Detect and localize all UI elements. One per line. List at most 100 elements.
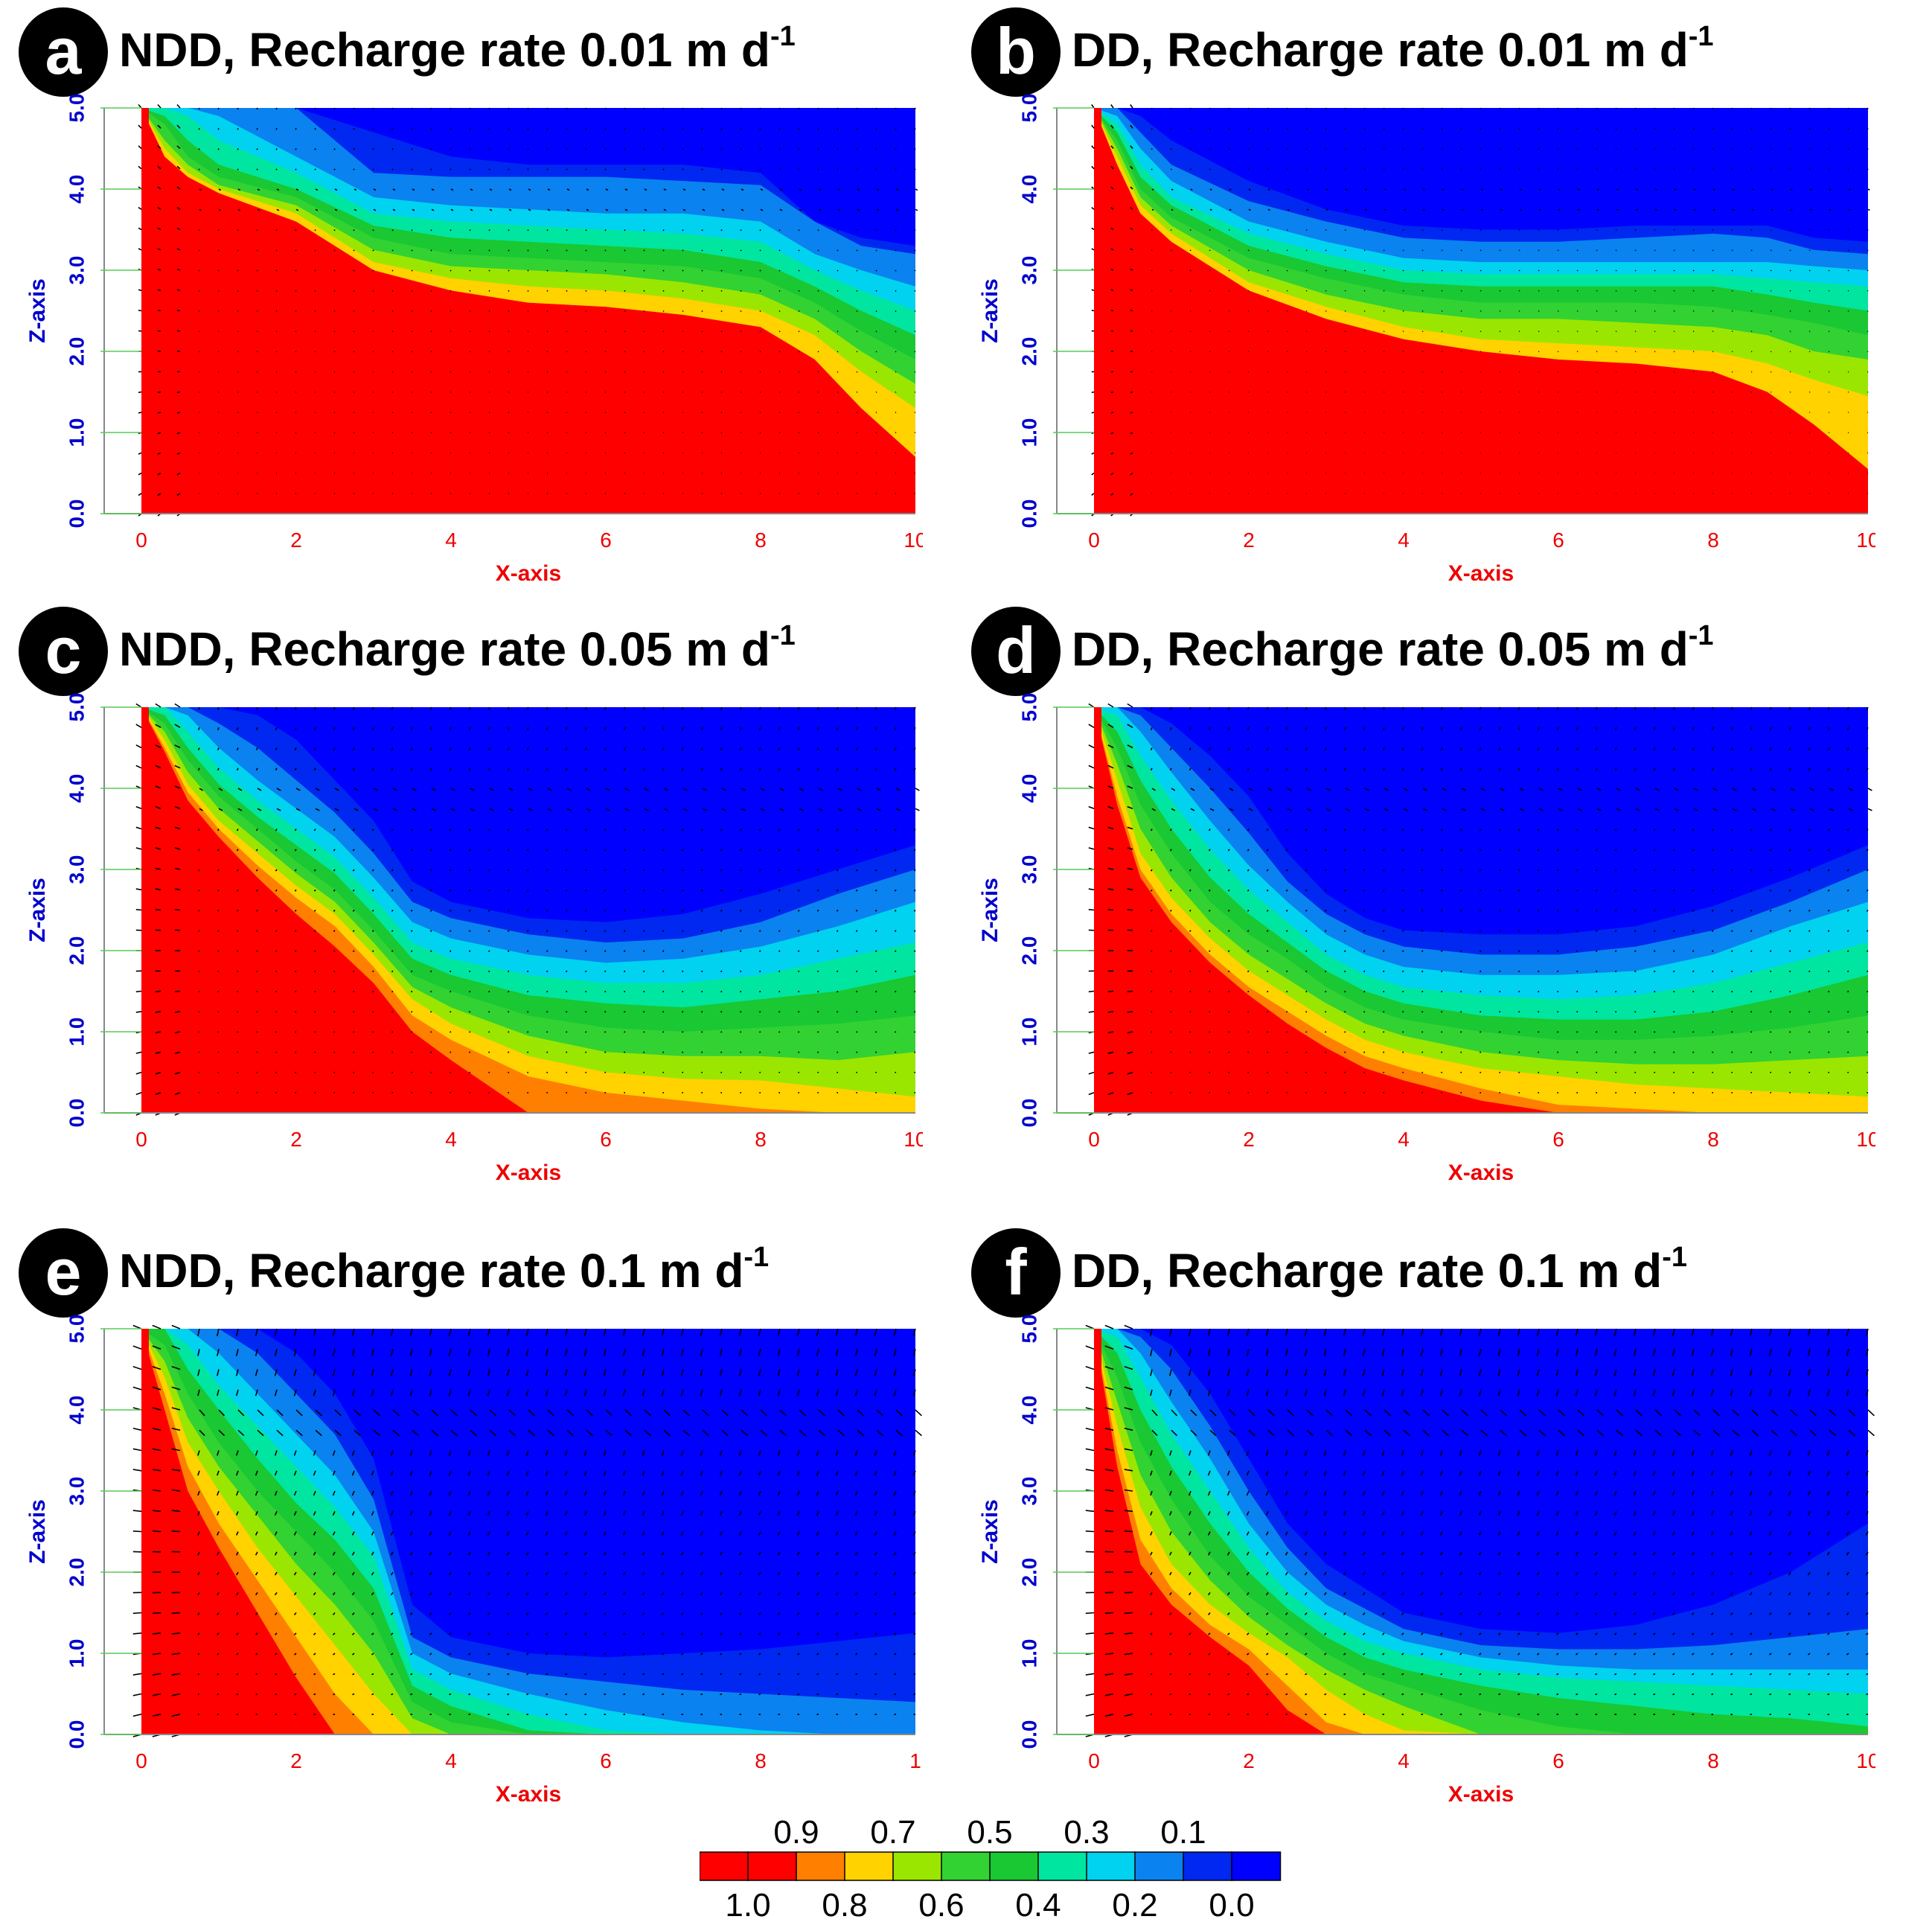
velocity-arrow xyxy=(1614,869,1617,872)
velocity-arrow xyxy=(390,1470,394,1476)
velocity-arrow xyxy=(333,1653,336,1656)
velocity-arrow xyxy=(835,1632,839,1635)
velocity-arrow xyxy=(1362,1612,1366,1615)
velocity-arrow xyxy=(778,249,781,252)
velocity-arrow xyxy=(1324,747,1327,751)
velocity-arrow xyxy=(1209,107,1211,109)
velocity-arrow xyxy=(157,472,161,476)
velocity-arrow xyxy=(719,1470,723,1476)
velocity-arrow xyxy=(778,767,781,771)
velocity-arrow xyxy=(661,1612,665,1615)
velocity-arrow xyxy=(217,412,220,413)
velocity-arrow xyxy=(1460,229,1462,232)
velocity-arrow xyxy=(1091,124,1095,129)
velocity-arrow xyxy=(1189,310,1191,312)
velocity-arrow xyxy=(1285,1632,1288,1635)
velocity-arrow xyxy=(622,1328,626,1336)
velocity-arrow xyxy=(545,1450,548,1456)
velocity-arrow xyxy=(333,351,336,353)
velocity-arrow xyxy=(566,391,568,393)
velocity-arrow xyxy=(1209,148,1211,150)
velocity-arrow xyxy=(275,107,278,110)
velocity-arrow xyxy=(875,127,877,130)
velocity-arrow xyxy=(546,269,548,272)
velocity-arrow xyxy=(760,208,764,211)
velocity-arrow xyxy=(371,1551,374,1556)
velocity-arrow xyxy=(429,1450,432,1456)
velocity-arrow xyxy=(1227,747,1230,751)
velocity-arrow xyxy=(275,412,278,413)
velocity-arrow xyxy=(332,1571,336,1576)
velocity-arrow xyxy=(1730,849,1733,852)
velocity-arrow xyxy=(333,148,336,150)
velocity-arrow xyxy=(1246,1612,1250,1615)
velocity-arrow xyxy=(293,1531,297,1536)
velocity-arrow xyxy=(526,829,529,831)
velocity-arrow xyxy=(760,808,765,811)
velocity-arrow xyxy=(468,889,471,892)
velocity-arrow xyxy=(1151,788,1156,791)
velocity-arrow xyxy=(1634,249,1637,252)
velocity-arrow xyxy=(1788,849,1791,852)
velocity-arrow xyxy=(1653,829,1656,831)
velocity-arrow xyxy=(488,229,490,232)
velocity-arrow xyxy=(1674,208,1677,211)
velocity-arrow xyxy=(796,1450,800,1456)
velocity-arrow xyxy=(487,1510,490,1516)
velocity-arrow xyxy=(546,371,548,373)
velocity-arrow xyxy=(333,909,336,912)
velocity-arrow xyxy=(1634,107,1637,109)
inflow-boundary xyxy=(1094,707,1101,1113)
velocity-arrow xyxy=(1712,1051,1714,1053)
velocity-arrow xyxy=(912,1632,916,1635)
velocity-arrow xyxy=(874,1470,877,1476)
velocity-arrow xyxy=(1420,1510,1424,1516)
velocity-arrow xyxy=(1479,747,1482,751)
velocity-arrow xyxy=(1555,1531,1559,1536)
velocity-arrow xyxy=(546,290,548,292)
velocity-arrow xyxy=(1267,371,1269,373)
velocity-arrow xyxy=(1421,127,1424,130)
velocity-arrow xyxy=(171,1653,181,1656)
velocity-arrow xyxy=(1847,148,1849,150)
velocity-arrow xyxy=(1110,452,1114,455)
velocity-arrow xyxy=(1497,1551,1501,1556)
velocity-arrow xyxy=(1575,1571,1578,1576)
velocity-arrow xyxy=(430,331,432,333)
velocity-arrow xyxy=(470,188,473,191)
velocity-arrow xyxy=(661,1632,665,1635)
velocity-arrow xyxy=(1401,1571,1404,1576)
velocity-arrow xyxy=(449,849,452,852)
velocity-arrow xyxy=(1538,351,1540,353)
velocity-arrow xyxy=(371,1369,374,1376)
velocity-arrow xyxy=(1616,188,1619,191)
velocity-arrow xyxy=(199,188,202,191)
velocity-arrow xyxy=(758,706,761,710)
x-tick-label: 2 xyxy=(290,529,302,552)
velocity-arrow xyxy=(1343,1551,1346,1556)
panel-title-d: DD, Recharge rate 0.05 m d-1 xyxy=(1072,619,1714,676)
velocity-arrow xyxy=(487,1450,490,1456)
velocity-arrow xyxy=(217,1653,220,1656)
velocity-arrow xyxy=(894,727,897,731)
velocity-arrow xyxy=(1594,1551,1598,1556)
velocity-arrow xyxy=(796,1369,800,1376)
velocity-arrow xyxy=(855,930,858,932)
velocity-arrow xyxy=(605,208,609,211)
velocity-arrow xyxy=(412,808,417,811)
velocity-arrow xyxy=(1344,331,1346,333)
velocity-arrow xyxy=(429,1592,432,1596)
velocity-arrow xyxy=(1460,249,1462,252)
velocity-arrow xyxy=(778,706,781,710)
velocity-arrow xyxy=(1246,1592,1250,1596)
velocity-arrow xyxy=(700,747,703,751)
velocity-arrow xyxy=(546,229,548,232)
velocity-arrow xyxy=(294,869,297,872)
velocity-arrow xyxy=(622,1510,626,1516)
velocity-arrow xyxy=(1576,849,1578,852)
velocity-arrow xyxy=(1286,249,1288,252)
velocity-arrow xyxy=(1401,706,1404,710)
velocity-arrow xyxy=(390,1389,394,1396)
velocity-arrow xyxy=(566,351,568,353)
velocity-arrow xyxy=(390,1490,394,1496)
